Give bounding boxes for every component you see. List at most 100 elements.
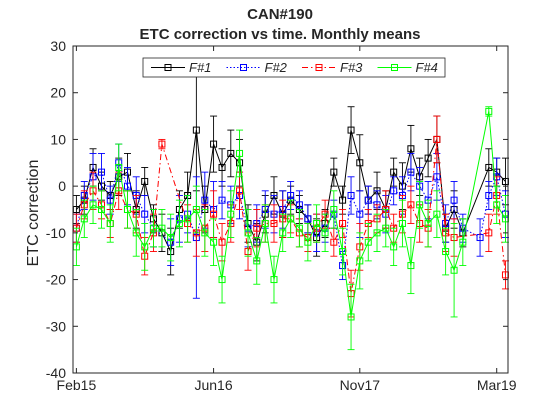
error-bar: [364, 223, 372, 262]
error-bar: [80, 199, 88, 238]
data-point-marker: [295, 201, 303, 209]
error-bar: [89, 185, 97, 224]
data-point-marker: [210, 140, 218, 148]
error-bar: [347, 283, 355, 351]
error-bar: [485, 181, 493, 210]
error-bar: [184, 195, 192, 243]
data-point-marker: [304, 215, 312, 223]
y-tick-label: -10: [46, 225, 66, 241]
error-bar: [218, 181, 226, 220]
data-point-marker: [347, 313, 355, 321]
legend-label: F#4: [416, 60, 438, 75]
data-point-marker: [236, 187, 244, 195]
data-point-marker: [141, 177, 149, 185]
data-point-marker: [321, 229, 329, 237]
data-point-marker: [364, 238, 372, 246]
error-bar: [253, 237, 261, 285]
legend-item-2: F#2: [226, 60, 288, 75]
error-bar: [218, 255, 226, 304]
data-point-marker: [261, 220, 269, 228]
error-bar: [347, 176, 355, 215]
legend-label: F#3: [340, 60, 363, 75]
data-point-marker: [158, 224, 166, 232]
error-bar: [123, 190, 131, 229]
error-bar: [141, 223, 149, 271]
legend-item-1: F#1: [151, 60, 211, 75]
x-tick-label: Nov17: [340, 377, 381, 393]
error-bar: [390, 176, 398, 206]
data-point-marker: [106, 196, 114, 204]
error-bar: [433, 115, 441, 164]
y-tick-label: -30: [46, 318, 66, 334]
data-point-marker: [287, 191, 295, 199]
data-point-marker: [330, 168, 338, 176]
data-point-marker: [450, 266, 458, 274]
data-point-marker: [450, 196, 458, 204]
data-point-marker: [493, 201, 501, 209]
error-bar: [236, 129, 244, 178]
data-point-marker: [339, 220, 347, 228]
y-tick-label: 10: [50, 131, 66, 147]
error-bar: [476, 218, 484, 257]
data-point-marker: [313, 220, 321, 228]
data-point-marker: [98, 206, 106, 213]
legend-item-3: F#3: [302, 60, 363, 75]
data-point-marker: [149, 224, 157, 232]
data-point-marker: [210, 238, 218, 246]
y-tick-label: 0: [58, 178, 66, 194]
error-bar: [382, 209, 390, 248]
data-point-marker: [175, 220, 183, 228]
data-point-marker: [339, 196, 347, 204]
data-point-marker: [382, 224, 390, 232]
data-point-marker: [132, 229, 140, 237]
legend-marker: [240, 64, 247, 71]
error-bar: [287, 199, 295, 238]
data-point-marker: [485, 107, 493, 115]
data-point-marker: [253, 257, 261, 265]
error-bar: [115, 143, 123, 192]
data-point-marker: [270, 220, 278, 228]
data-point-marker: [184, 215, 192, 223]
error-bar: [398, 199, 406, 248]
error-bar: [339, 227, 347, 276]
chart-subtitle: ETC correction vs time. Monthly means: [140, 26, 421, 43]
data-point-marker: [201, 196, 209, 204]
data-point-marker: [227, 149, 235, 157]
data-point-marker: [141, 243, 149, 251]
error-bar: [330, 157, 338, 187]
error-bar: [347, 106, 355, 154]
data-point-marker: [141, 210, 149, 218]
data-point-marker: [433, 210, 441, 218]
legend-box: [142, 57, 446, 78]
data-point-marker: [356, 159, 364, 167]
data-point-marker: [390, 168, 398, 176]
y-tick-label: 30: [50, 38, 66, 54]
axes: -40 -30 -20 -10 0 10 20 30 Feb15 Jun16 Nov17 Mar19: [46, 38, 517, 393]
data-point-marker: [218, 163, 226, 171]
data-point-marker: [98, 168, 106, 176]
error-bar: [210, 115, 218, 173]
error-bar: [485, 213, 493, 252]
error-bar: [270, 204, 278, 243]
data-point-marker: [407, 168, 415, 176]
error-bar: [158, 209, 166, 248]
data-point-marker: [390, 243, 398, 251]
error-bar: [175, 199, 183, 248]
data-point-marker: [210, 210, 218, 218]
error-bar: [261, 204, 269, 243]
data-point-marker: [218, 238, 226, 246]
error-bar: [106, 204, 114, 243]
data-point-marker: [244, 229, 252, 237]
data-point-marker: [485, 229, 493, 237]
error-bar: [244, 209, 252, 257]
data-point-marker: [356, 210, 364, 218]
legend-item-4: F#4: [377, 60, 438, 75]
y-tick-label: -40: [46, 365, 66, 381]
data-point-marker: [373, 229, 381, 237]
legend: F#1 F#2 F#3 F#4: [142, 57, 446, 78]
data-point-marker: [167, 234, 175, 242]
error-bar: [192, 185, 200, 234]
data-point-marker: [347, 191, 355, 199]
error-bar: [313, 204, 321, 243]
legend-marker: [315, 64, 323, 71]
